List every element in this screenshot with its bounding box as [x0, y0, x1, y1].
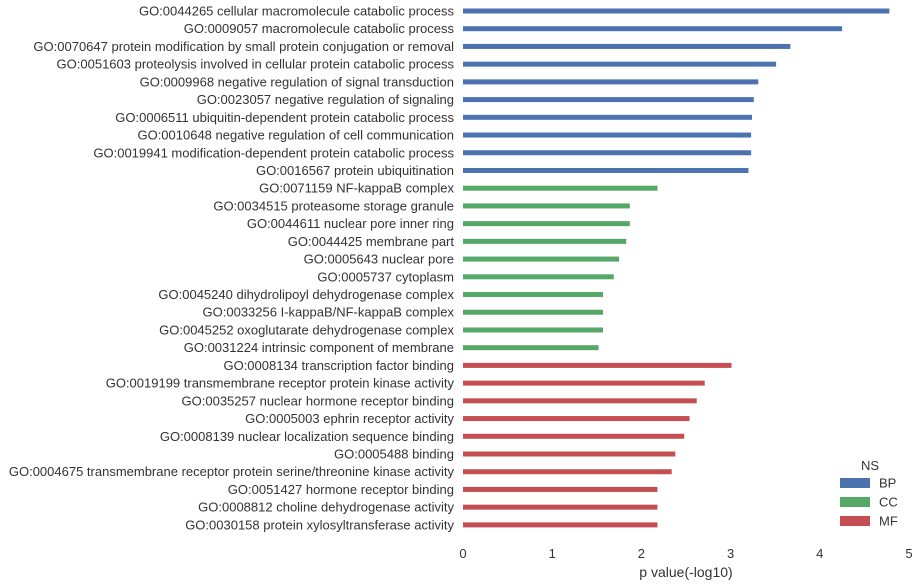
bar-bp [463, 61, 777, 67]
bar-mf [463, 433, 685, 439]
category-label: GO:0010648 negative regulation of cell c… [137, 128, 454, 143]
bar-bp [463, 167, 749, 173]
category-label: GO:0034515 proteasome storage granule [213, 198, 454, 213]
category-label: GO:0008134 transcription factor binding [223, 358, 454, 373]
category-label: GO:0009968 negative regulation of signal… [140, 74, 454, 89]
bars-layer [463, 8, 890, 528]
category-label: GO:0004675 transmembrane receptor protei… [9, 464, 455, 479]
x-tick-label: 5 [905, 546, 912, 561]
bar-mf [463, 362, 732, 368]
bar-bp [463, 150, 752, 156]
category-label: GO:0035257 nuclear hormone receptor bind… [182, 393, 454, 408]
legend-swatch-mf [840, 516, 870, 526]
bar-bp [463, 79, 759, 85]
category-label: GO:0070647 protein modification by small… [33, 39, 454, 54]
legend-label-mf: MF [879, 514, 898, 529]
bar-bp [463, 26, 843, 32]
category-label: GO:0031224 intrinsic component of membra… [184, 340, 454, 355]
bar-bp [463, 114, 753, 120]
legend-label-cc: CC [879, 495, 898, 510]
bar-bp [463, 43, 791, 49]
bar-bp [463, 132, 752, 138]
category-label: GO:0009057 macromolecule catabolic proce… [184, 21, 455, 36]
category-label: GO:0005003 ephrin receptor activity [245, 411, 454, 426]
bar-cc [463, 345, 599, 351]
category-label: GO:0044265 cellular macromolecule catabo… [139, 4, 455, 19]
legend-label-bp: BP [879, 476, 896, 491]
category-label: GO:0044611 nuclear pore inner ring [247, 216, 454, 231]
bar-mf [463, 504, 658, 510]
bar-cc [463, 309, 604, 315]
x-axis: 0 1 2 3 4 5 [459, 546, 912, 561]
bar-mf [463, 469, 672, 475]
legend-swatch-cc [840, 497, 870, 507]
legend-swatch-bp [840, 478, 870, 488]
bar-bp [463, 8, 890, 14]
x-axis-title: p value(-log10) [639, 564, 732, 580]
bar-cc [463, 274, 614, 280]
bar-cc [463, 185, 658, 191]
category-label: GO:0005488 binding [334, 447, 454, 462]
bar-cc [463, 203, 630, 209]
x-tick-label: 4 [816, 546, 823, 561]
bar-mf [463, 416, 690, 422]
x-tick-label: 1 [549, 546, 556, 561]
category-label: GO:0071159 NF-kappaB complex [259, 181, 454, 196]
category-label: GO:0008812 choline dehydrogenase activit… [198, 500, 454, 515]
bar-mf [463, 486, 658, 492]
category-label: GO:0019199 transmembrane receptor protei… [106, 376, 455, 391]
bar-mf [463, 380, 705, 386]
category-label: GO:0051603 proteolysis involved in cellu… [57, 57, 455, 72]
category-label: GO:0033256 I-kappaB/NF-kappaB complex [203, 305, 455, 320]
bar-cc [463, 221, 630, 227]
bar-bp [463, 97, 754, 103]
x-tick-label: 3 [727, 546, 734, 561]
bar-mf [463, 522, 658, 528]
bar-cc [463, 327, 604, 333]
category-label: GO:0030158 protein xylosyltransferase ac… [185, 517, 454, 532]
bar-cc [463, 256, 620, 262]
bar-mf [463, 451, 676, 457]
bar-cc [463, 292, 604, 298]
category-label: GO:0019941 modification-dependent protei… [93, 145, 454, 160]
bar-cc [463, 238, 627, 244]
category-labels-layer: GO:0044265 cellular macromolecule catabo… [9, 4, 455, 533]
category-label: GO:0016567 protein ubiquitination [256, 163, 454, 178]
category-label: GO:0005643 nuclear pore [304, 252, 454, 267]
category-label: GO:0044425 membrane part [288, 234, 455, 249]
category-label: GO:0008139 nuclear localization sequence… [160, 429, 454, 444]
x-tick-label: 0 [459, 546, 466, 561]
category-label: GO:0023057 negative regulation of signal… [197, 92, 454, 107]
category-label: GO:0005737 cytoplasm [317, 269, 454, 284]
category-label: GO:0051427 hormone receptor binding [228, 482, 454, 497]
category-label: GO:0045252 oxoglutarate dehydrogenase co… [159, 322, 454, 337]
legend: NS BP CC MF [840, 458, 898, 529]
legend-title: NS [861, 458, 879, 473]
category-label: GO:0045240 dihydrolipoyl dehydrogenase c… [158, 287, 454, 302]
bar-mf [463, 398, 697, 404]
category-label: GO:0006511 ubiquitin-dependent protein c… [115, 110, 454, 125]
x-tick-label: 2 [638, 546, 645, 561]
